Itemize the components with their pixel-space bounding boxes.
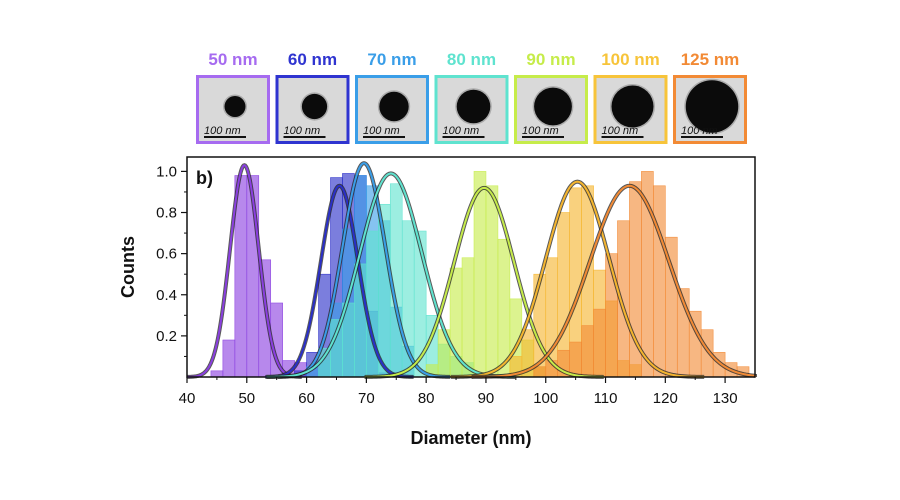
histogram-bar (473, 171, 487, 378)
histogram-bars (210, 171, 750, 378)
x-tick-label: 130 (713, 390, 738, 407)
tem-size-label: 50 nm (208, 50, 257, 69)
scale-bar-label: 100 nm (204, 125, 241, 137)
panel-label: b) (196, 168, 213, 188)
x-tick-label: 110 (594, 390, 618, 407)
fit-curve-125-nm (471, 184, 756, 378)
histogram-bar (222, 339, 236, 378)
scale-bar-label: 100 nm (522, 125, 559, 137)
histogram-bar (533, 366, 547, 378)
tem-image-row: 50 nm 100 nm 60 nm 100 nm 70 nm 100 nm 80 nm 10… (196, 50, 747, 144)
tem-size-label: 90 nm (526, 50, 575, 69)
histogram-bar (569, 341, 582, 378)
tem-size-label: 125 nm (681, 50, 740, 69)
histogram-bar (461, 257, 475, 378)
x-tick-label: 100 (533, 390, 558, 407)
scale-bar-label: 100 nm (602, 125, 639, 137)
y-tick-label: 0.6 (156, 246, 177, 263)
nanoparticle (456, 89, 491, 124)
x-axis-title: Diameter (nm) (410, 428, 531, 448)
tem-panel-70-nm: 70 nm 100 nm (355, 50, 429, 144)
histogram-bar (581, 325, 594, 378)
nanoparticle (611, 85, 654, 128)
histogram-bar (210, 370, 224, 378)
fit-curve-80-nm (266, 172, 516, 378)
y-tick-label: 0.4 (156, 287, 177, 304)
y-axis-title: Counts (118, 236, 138, 298)
nanoparticle (301, 93, 328, 120)
tem-panel-60-nm: 60 nm 100 nm (275, 50, 350, 144)
tem-size-label: 60 nm (288, 50, 337, 69)
tem-panel-90-nm: 90 nm 100 nm (514, 50, 588, 144)
tem-image-border (196, 75, 270, 144)
y-axis: 0.2 0.4 0.6 0.8 1.0 (156, 163, 187, 357)
nanoparticle (534, 87, 572, 126)
y-tick-label: 1.0 (156, 163, 177, 180)
nanoparticle (224, 96, 246, 117)
tem-image-border (434, 75, 509, 144)
x-tick-label: 70 (358, 390, 375, 407)
tem-image-border (673, 75, 747, 144)
x-tick-label: 50 (238, 390, 255, 407)
x-axis: 40 50 60 70 80 90 100 110 120 130 (179, 377, 738, 407)
scale-bar-label: 100 nm (284, 125, 321, 137)
x-tick-label: 60 (298, 390, 315, 407)
tem-image-border (355, 75, 429, 144)
y-tick-label: 0.8 (156, 205, 177, 222)
nanoparticle (379, 91, 409, 122)
tem-image-border (593, 75, 668, 144)
y-tick-label: 0.2 (156, 328, 177, 345)
histogram-bar (653, 185, 666, 378)
tem-size-label: 100 nm (601, 50, 660, 69)
tem-size-label: 70 nm (367, 50, 416, 69)
fit-curve-50-nm (186, 164, 302, 378)
histogram-chart: 40 50 60 70 80 90 100 110 120 130 0.2 0.4 0.6 0.8 1.0… (118, 156, 757, 448)
x-tick-label: 90 (478, 390, 495, 407)
histogram-bar (593, 308, 606, 378)
scale-bar-label: 100 nm (363, 125, 400, 137)
tem-panel-80-nm: 80 nm 100 nm (434, 50, 509, 144)
tem-panel-125-nm: 125 nm 100 nm (673, 50, 747, 144)
x-tick-label: 120 (653, 390, 678, 407)
plot-frame (186, 156, 756, 378)
tem-image-border (275, 75, 350, 144)
tem-panel-50-nm: 50 nm 100 nm (196, 50, 270, 144)
fit-curve-100-nm (450, 180, 705, 378)
tem-image-border (514, 75, 588, 144)
fit-curve-60-nm (265, 184, 414, 378)
gaussian-fit-curves (186, 161, 757, 379)
x-tick-label: 40 (179, 390, 196, 407)
scale-bar-label: 100 nm (681, 125, 718, 137)
histogram-bar (485, 185, 499, 378)
x-tick-label: 80 (418, 390, 435, 407)
tem-size-label: 80 nm (447, 50, 496, 69)
nanoparticle (685, 80, 739, 133)
scale-bar-label: 100 nm (443, 125, 480, 137)
tem-panel-100-nm: 100 nm 100 nm (593, 50, 668, 144)
fit-curve-90-nm (364, 186, 604, 378)
